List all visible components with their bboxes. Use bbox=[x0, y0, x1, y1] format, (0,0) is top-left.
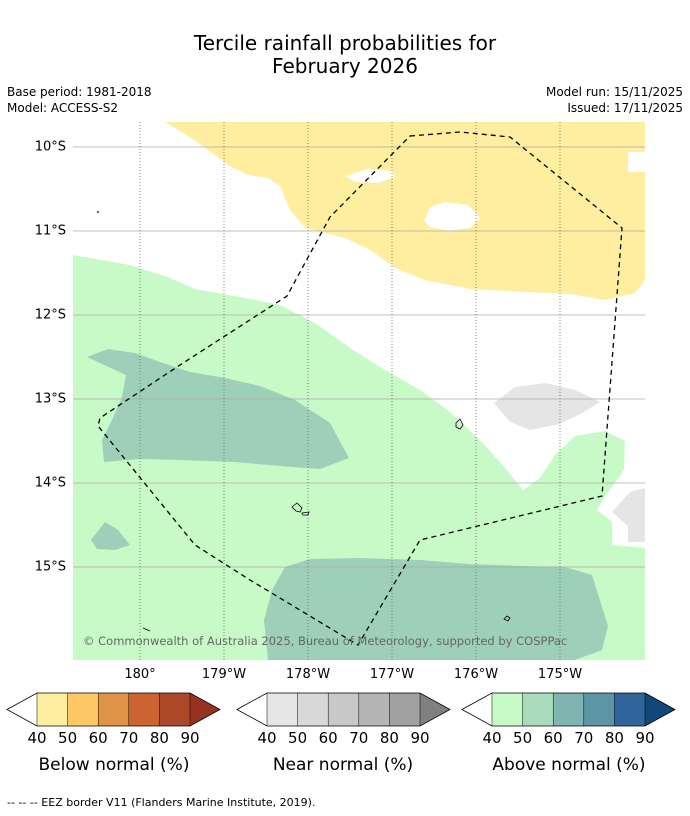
above-normal-high-region bbox=[91, 522, 130, 550]
legend-segment bbox=[583, 693, 615, 726]
island bbox=[142, 627, 151, 632]
near-normal-region bbox=[612, 488, 645, 542]
legend-segment bbox=[67, 693, 99, 726]
island bbox=[291, 502, 303, 513]
legend-tick-label: 70 bbox=[349, 729, 368, 747]
legend-segment bbox=[128, 693, 160, 726]
legend-extend-low bbox=[237, 693, 267, 726]
lat-label: 10°S bbox=[35, 140, 66, 155]
legend-tick-label: 80 bbox=[150, 729, 169, 747]
legend-segment bbox=[37, 693, 68, 726]
legend-label-below: Below normal (%) bbox=[39, 755, 190, 775]
white-patch bbox=[628, 152, 645, 172]
legend-tick-label: 80 bbox=[380, 729, 399, 747]
model-run: Model run: 15/11/2025 bbox=[545, 85, 683, 99]
legend-tick-label: 40 bbox=[257, 729, 276, 747]
legend-segment bbox=[358, 693, 390, 726]
legend-segment bbox=[389, 693, 420, 726]
chart-title-line-1: Tercile rainfall probabilities for bbox=[193, 31, 497, 55]
chart-title-line-2: February 2026 bbox=[272, 54, 418, 78]
legend-tick-label: 90 bbox=[635, 729, 654, 747]
legend-tick-label: 90 bbox=[410, 729, 429, 747]
legend-tick-label: 60 bbox=[319, 729, 338, 747]
legend-extend-high bbox=[645, 693, 675, 726]
legend-segment bbox=[297, 693, 329, 726]
lon-label: 178°W bbox=[286, 667, 330, 682]
legend-tick-label: 50 bbox=[58, 729, 77, 747]
lat-label: 14°S bbox=[35, 476, 66, 491]
legend-tick-label: 80 bbox=[605, 729, 624, 747]
legend-tick-label: 40 bbox=[482, 729, 501, 747]
latitude-gridlines bbox=[73, 146, 645, 568]
legend-extend-high bbox=[420, 693, 450, 726]
below-normal-region bbox=[165, 122, 645, 300]
lon-label: 177°W bbox=[370, 667, 414, 682]
island bbox=[301, 511, 310, 516]
lon-label: 175°W bbox=[538, 667, 582, 682]
base-period: Base period: 1981-2018 bbox=[7, 85, 152, 99]
legend-segment bbox=[159, 693, 190, 726]
lon-label: 176°W bbox=[454, 667, 498, 682]
legend-extend-high bbox=[190, 693, 220, 726]
lat-label: 11°S bbox=[35, 224, 66, 239]
above-normal-region bbox=[73, 255, 645, 660]
island bbox=[455, 418, 464, 430]
lon-label: 180° bbox=[124, 667, 155, 682]
issued-date: Issued: 17/11/2025 bbox=[567, 101, 683, 115]
island bbox=[97, 211, 99, 213]
longitude-labels: 180° 179°W 178°W 177°W 176°W 175°W bbox=[124, 667, 582, 682]
near-normal-region bbox=[494, 383, 600, 430]
island bbox=[503, 615, 511, 622]
lat-label: 13°S bbox=[35, 392, 66, 407]
model-name: Model: ACCESS-S2 bbox=[7, 101, 119, 115]
white-patch bbox=[345, 169, 395, 183]
legend-segment bbox=[553, 693, 584, 726]
white-patch bbox=[424, 202, 480, 231]
legend-label-above: Above normal (%) bbox=[492, 755, 645, 775]
copyright-text: © Commonwealth of Australia 2025, Bureau… bbox=[83, 634, 567, 648]
lat-label: 12°S bbox=[35, 308, 66, 323]
legend-segment bbox=[492, 693, 523, 726]
legend-tick-label: 70 bbox=[574, 729, 593, 747]
legend-tick-label: 60 bbox=[89, 729, 108, 747]
eez-footnote: -- -- -- EEZ border V11 (Flanders Marine… bbox=[7, 796, 316, 809]
legend-tick-label: 50 bbox=[288, 729, 307, 747]
legend-label-near: Near normal (%) bbox=[273, 755, 413, 775]
legend-extend-low bbox=[462, 693, 492, 726]
legend-segment bbox=[328, 693, 359, 726]
legend-segment bbox=[614, 693, 645, 726]
legend-segment bbox=[522, 693, 554, 726]
legend-above-normal: 40 50 60 70 80 90 bbox=[461, 692, 676, 747]
above-normal-high-region bbox=[264, 558, 608, 660]
lat-label: 15°S bbox=[35, 560, 66, 575]
legend-tick-label: 40 bbox=[27, 729, 46, 747]
latitude-labels: 10°S 11°S 12°S 13°S 14°S 15°S bbox=[35, 140, 66, 575]
above-normal-high-region bbox=[87, 349, 349, 469]
legend-tick-label: 70 bbox=[119, 729, 138, 747]
legend-tick-label: 90 bbox=[180, 729, 199, 747]
legend-extend-low bbox=[7, 693, 37, 726]
legend-near-normal: 40 50 60 70 80 90 bbox=[236, 692, 451, 747]
legend-tick-label: 60 bbox=[544, 729, 563, 747]
legend-segment bbox=[267, 693, 298, 726]
eez-border bbox=[97, 131, 623, 646]
legend-below-normal: 40 50 60 70 80 90 bbox=[6, 692, 221, 747]
legend-segment bbox=[98, 693, 129, 726]
legend-tick-label: 50 bbox=[513, 729, 532, 747]
lon-label: 179°W bbox=[202, 667, 246, 682]
